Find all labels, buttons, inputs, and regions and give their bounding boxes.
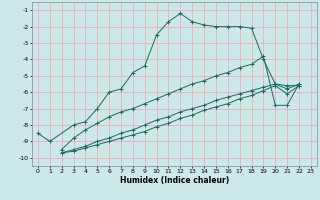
X-axis label: Humidex (Indice chaleur): Humidex (Indice chaleur) [120, 176, 229, 185]
